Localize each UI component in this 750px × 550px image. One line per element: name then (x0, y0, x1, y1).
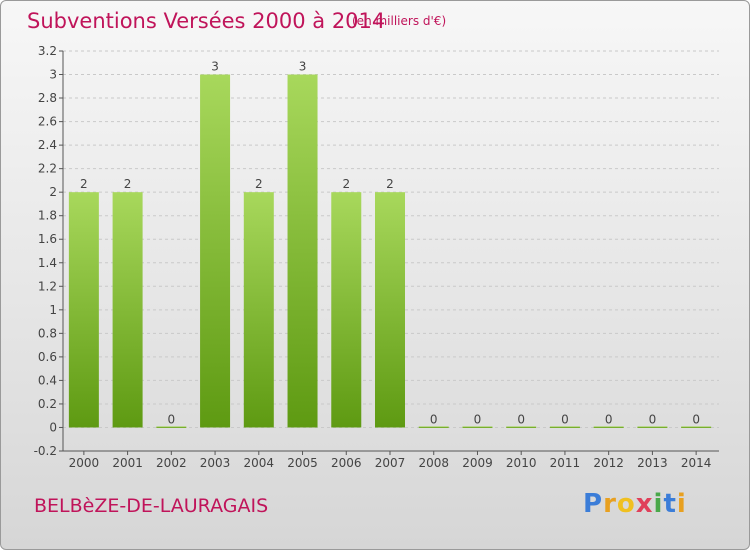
labels: 2 2000 2 2001 0 2002 3 2003 2 2004 3 2005 2 2006 2 2007… (69, 60, 712, 470)
logo-letter: i (653, 489, 664, 519)
y-tick-label: 1 (49, 303, 57, 317)
data-label: 2 (124, 177, 132, 191)
data-label: 0 (692, 412, 700, 426)
y-tick-label: 0 (49, 420, 57, 434)
x-tick-label: 2005 (287, 456, 318, 470)
x-tick-label: 2004 (244, 456, 275, 470)
bar (375, 192, 405, 428)
logo-letter: t (663, 489, 677, 519)
bar (681, 426, 712, 428)
y-tick-label: 2.4 (38, 138, 57, 152)
y-tick-label: 0.4 (38, 373, 57, 387)
y-tick-label: -0.2 (34, 444, 57, 458)
bar (112, 192, 143, 428)
y-tick-label: 2 (49, 185, 57, 199)
chart-subtitle: (en milliers d'€) (352, 14, 447, 28)
bar (418, 426, 449, 428)
bar (331, 192, 362, 428)
bar (506, 426, 537, 428)
bar (243, 192, 274, 428)
bar (637, 426, 668, 428)
axes: -0.2 0 0.2 0.4 0.6 0.8 1 1.2 1.4 1.6 1.8 2 2.2 2.4 2.6… (34, 44, 719, 458)
bar (593, 426, 624, 428)
x-tick-label: 2014 (681, 456, 712, 470)
data-label: 3 (211, 60, 219, 74)
logo-letter: i (676, 489, 687, 519)
data-label: 2 (386, 177, 394, 191)
y-tick-label: 3.2 (38, 44, 57, 58)
bar (549, 426, 580, 428)
bar (287, 74, 318, 428)
logo-letter: x (635, 489, 654, 519)
proxiti-logo: Proxiti (583, 489, 687, 519)
x-tick-label: 2010 (506, 456, 537, 470)
chart-title: Subventions Versées 2000 à 2014 (27, 9, 386, 33)
data-label: 0 (430, 412, 438, 426)
bar (68, 192, 99, 428)
y-tick-label: 2.2 (38, 162, 57, 176)
y-tick-label: 3 (49, 68, 57, 82)
data-label: 0 (561, 412, 569, 426)
data-label: 0 (605, 412, 613, 426)
x-tick-label: 2012 (593, 456, 624, 470)
data-label: 3 (299, 60, 307, 74)
data-label: 0 (474, 412, 482, 426)
y-tick-label: 2.8 (38, 91, 57, 105)
x-tick-label: 2001 (112, 456, 143, 470)
bar (462, 426, 493, 428)
x-tick-label: 2009 (462, 456, 493, 470)
x-tick-label: 2000 (69, 456, 100, 470)
y-tick-label: 0.8 (38, 326, 57, 340)
y-tick-label: 0.6 (38, 350, 57, 364)
x-tick-label: 2003 (200, 456, 231, 470)
y-tick-label: 2.6 (38, 115, 57, 129)
x-tick-label: 2013 (637, 456, 668, 470)
bar (156, 426, 187, 428)
data-label: 2 (342, 177, 350, 191)
y-tick-label: 1.6 (38, 232, 57, 246)
data-label: 0 (168, 412, 176, 426)
x-tick-label: 2007 (375, 456, 406, 470)
y-tick-label: 0.2 (38, 397, 57, 411)
data-label: 2 (80, 177, 88, 191)
logo-letter: P (583, 489, 604, 519)
logo-letter: r (603, 489, 617, 519)
x-tick-label: 2006 (331, 456, 362, 470)
x-tick-label: 2011 (550, 456, 581, 470)
bar (200, 74, 231, 428)
y-tick-label: 1.2 (38, 279, 57, 293)
y-tick-label: 1.4 (38, 256, 57, 270)
x-tick-label: 2002 (156, 456, 187, 470)
bars (68, 74, 712, 428)
logo-letter: o (616, 489, 636, 519)
data-label: 2 (255, 177, 263, 191)
data-label: 0 (649, 412, 657, 426)
data-label: 0 (517, 412, 525, 426)
commune-name: BELBèZE-DE-LAURAGAIS (34, 495, 269, 517)
x-tick-label: 2008 (418, 456, 449, 470)
y-tick-label: 1.8 (38, 209, 57, 223)
